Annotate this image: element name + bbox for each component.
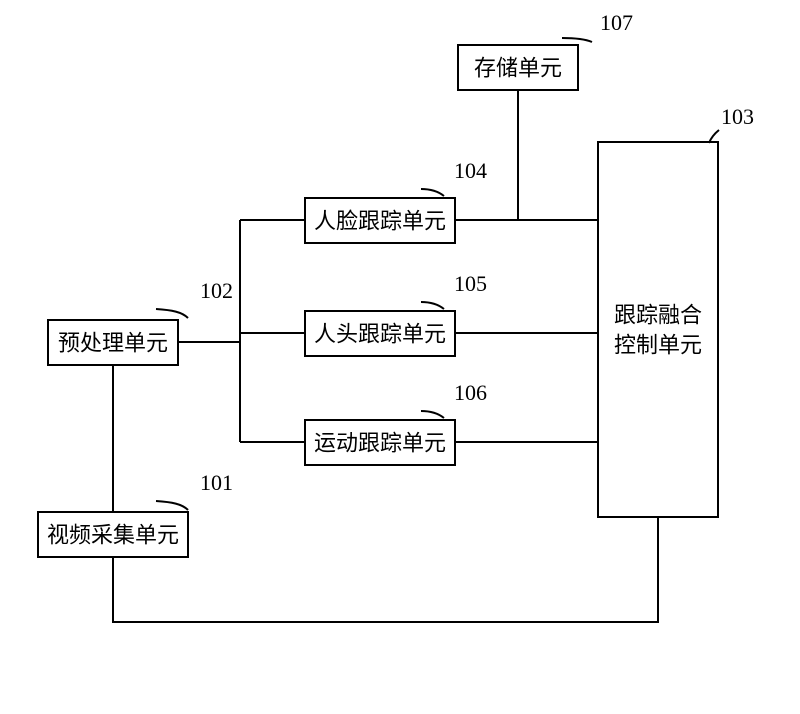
node-106: 运动跟踪单元 (305, 420, 455, 465)
ref-number: 103 (721, 104, 754, 129)
node-101: 视频采集单元 (38, 512, 188, 557)
node-103: 跟踪融合控制单元 (598, 142, 718, 517)
node-label: 人头跟踪单元 (314, 322, 446, 347)
leader-line (156, 309, 188, 318)
leader-line (421, 411, 444, 418)
node-105: 人头跟踪单元 (305, 311, 455, 356)
node-102: 预处理单元 (48, 320, 178, 365)
node-label: 预处理单元 (58, 331, 168, 356)
ref-number: 101 (200, 470, 233, 495)
node-107: 存储单元 (458, 45, 578, 90)
node-label: 人脸跟踪单元 (314, 209, 446, 234)
node-label: 跟踪融合 (614, 303, 702, 328)
node-label: 存储单元 (474, 56, 562, 81)
node-label: 运动跟踪单元 (314, 431, 446, 456)
ref-number: 107 (600, 10, 633, 35)
edge (113, 517, 658, 622)
leader-line (156, 501, 188, 510)
leader-line (421, 302, 444, 309)
ref-number: 102 (200, 278, 233, 303)
ref-number: 105 (454, 271, 487, 296)
node-104: 人脸跟踪单元 (305, 198, 455, 243)
leader-line (562, 38, 592, 42)
ref-number: 104 (454, 158, 487, 183)
block-diagram: 视频采集单元预处理单元 跟踪融合控制单元 人脸跟踪单元人头跟踪单元运动跟踪单元 存储单… (0, 0, 800, 714)
leader-line (421, 189, 444, 196)
node-label: 控制单元 (614, 333, 702, 358)
node-label: 视频采集单元 (47, 523, 179, 548)
ref-number: 106 (454, 380, 487, 405)
